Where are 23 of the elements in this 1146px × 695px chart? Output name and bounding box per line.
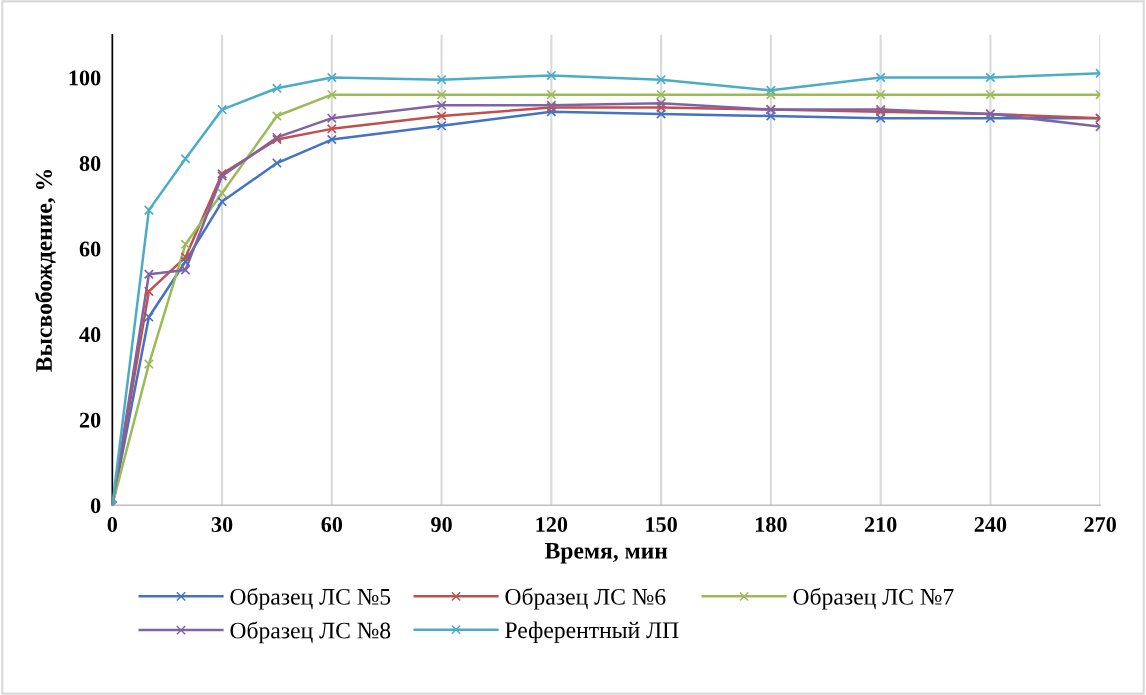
legend-label: Образец ЛС №8 xyxy=(230,621,391,644)
x-tick-label: 240 xyxy=(974,517,1007,533)
x-tick-label: 210 xyxy=(864,517,897,533)
x-tick-label: 270 xyxy=(1084,517,1116,533)
y-tick-label: 60 xyxy=(79,241,101,257)
y-tick-label: 40 xyxy=(79,327,101,343)
y-tick-label: 0 xyxy=(90,498,101,514)
x-tick-label: 90 xyxy=(431,517,452,533)
legend-label: Образец ЛС №5 xyxy=(230,587,391,610)
legend-label: Образец ЛС №7 xyxy=(793,587,954,610)
x-tick-label: 120 xyxy=(536,517,568,533)
y-tick-label: 80 xyxy=(79,156,101,171)
x-tick-label: 30 xyxy=(211,517,233,533)
legend-label: Образец ЛС №6 xyxy=(505,587,666,610)
y-tick-label: 100 xyxy=(69,70,101,86)
x-tick-label: 0 xyxy=(107,517,118,533)
x-tick-label: 150 xyxy=(646,517,677,533)
x-tick-label: 60 xyxy=(321,517,343,533)
x-axis-title: Время, мин xyxy=(544,543,668,564)
x-tick-label: 180 xyxy=(755,517,787,533)
legend-label: Референтный ЛП xyxy=(505,621,679,643)
y-axis-title: Высвобождение, % xyxy=(34,170,56,372)
y-tick-label: 20 xyxy=(79,412,101,428)
